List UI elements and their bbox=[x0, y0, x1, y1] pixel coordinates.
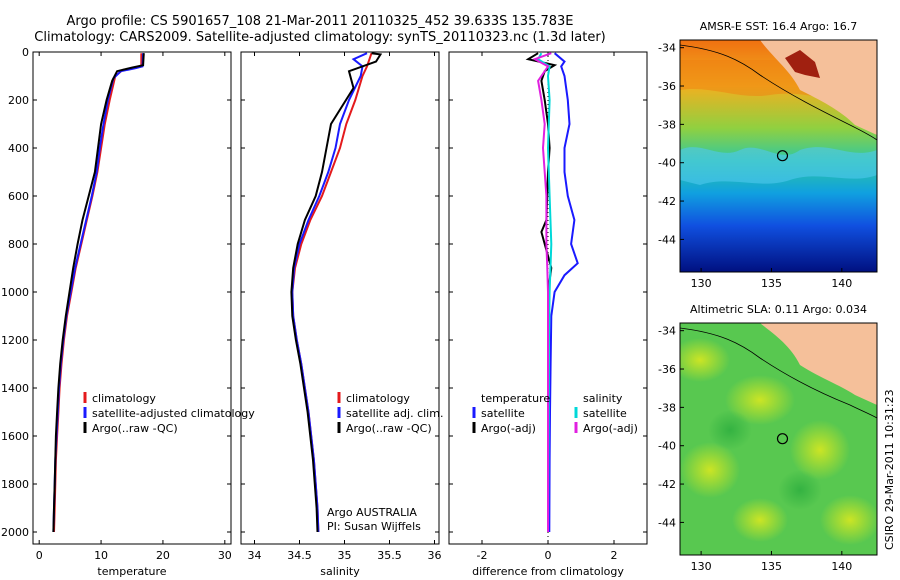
map-title: Altimetric SLA: 0.11 Argo: 0.034 bbox=[690, 303, 867, 316]
y-tick-label: -44 bbox=[658, 233, 676, 246]
argo-position-marker bbox=[776, 150, 789, 162]
profile-panel-3: -2 0 2 difference from climatology temperatu… bbox=[448, 51, 648, 578]
axes-frame bbox=[32, 51, 232, 545]
y-tick-label: 600 bbox=[8, 190, 29, 203]
y-tick-label: -38 bbox=[658, 401, 676, 414]
legend-label: satellite adj. clim. bbox=[346, 407, 443, 420]
profile-panel-2: 34 34.5 35 35.5 36 salinity climatology satelli… bbox=[240, 51, 443, 578]
map-title: AMSR-E SST: 16.4 Argo: 16.7 bbox=[700, 20, 858, 33]
y-tick-label: 1600 bbox=[1, 430, 29, 443]
profile-title: Argo profile: CS 5901657_108 21-Mar-2011… bbox=[66, 14, 574, 29]
x-tick-label: 34.5 bbox=[287, 549, 312, 562]
y-tick-label: 0 bbox=[22, 46, 29, 59]
y-tick-label: -36 bbox=[658, 80, 676, 93]
legend-label: Argo(-adj) bbox=[481, 422, 536, 435]
series-line-argo-raw-qc- bbox=[290, 52, 383, 533]
legend-label: satellite bbox=[481, 407, 525, 420]
x-tick-label: 0 bbox=[545, 549, 552, 562]
y-tick-label: 1200 bbox=[1, 334, 29, 347]
x-tick-label: 140 bbox=[831, 277, 852, 290]
map-frame bbox=[679, 39, 878, 273]
y-tick-label: 800 bbox=[8, 238, 29, 251]
series-line-temperature-argo-adj- bbox=[525, 52, 558, 532]
legend-label: Argo(-adj) bbox=[583, 422, 638, 435]
y-tick-label: 2000 bbox=[1, 526, 29, 539]
climatology-subtitle: Climatology: CARS2009. Satellite-adjuste… bbox=[34, 30, 606, 45]
x-axis-label: salinity bbox=[320, 565, 360, 578]
y-tick-label: -42 bbox=[658, 478, 676, 491]
map-frame bbox=[679, 322, 878, 556]
x-tick-label: 36 bbox=[428, 549, 442, 562]
x-tick-label: 2 bbox=[611, 549, 618, 562]
series-line-climatology bbox=[53, 53, 143, 533]
x-tick-label: 140 bbox=[831, 560, 852, 573]
timestamp-side-text: CSIRO 29-Mar-2011 10:31:23 bbox=[883, 389, 896, 550]
series-line-satellite-adj-clim- bbox=[291, 52, 368, 533]
legend: climatology satellite-adjusted climatolog… bbox=[83, 392, 255, 435]
legend-header: temperature bbox=[481, 392, 550, 405]
float-annotation: PI: Susan Wijffels bbox=[327, 520, 421, 533]
x-tick-label: 130 bbox=[691, 277, 712, 290]
x-tick-label: 35.5 bbox=[377, 549, 402, 562]
legend: temperature salinity satellite Argo(-adj) sa… bbox=[472, 392, 638, 435]
y-tick-label: 1800 bbox=[1, 478, 29, 491]
x-tick-label: 135 bbox=[761, 277, 782, 290]
legend-header: salinity bbox=[583, 392, 623, 405]
legend-label: Argo(..raw -QC) bbox=[92, 422, 178, 435]
x-axis-label: difference from climatology bbox=[472, 565, 624, 578]
y-tick-label: -40 bbox=[658, 157, 676, 170]
legend: climatology satellite adj. clim. Argo(..ra… bbox=[337, 392, 443, 435]
x-tick-label: 35 bbox=[338, 549, 352, 562]
x-tick-label: 20 bbox=[156, 549, 170, 562]
y-tick-label: -40 bbox=[658, 440, 676, 453]
x-tick-label: 0 bbox=[36, 549, 43, 562]
argo-position-marker bbox=[776, 433, 789, 445]
x-tick-label: 10 bbox=[94, 549, 108, 562]
series-line-climatology bbox=[291, 52, 373, 533]
y-tick-label: 400 bbox=[8, 142, 29, 155]
x-tick-label: -2 bbox=[477, 549, 488, 562]
sla-map-panel: Altimetric SLA: 0.11 Argo: 0.034 130 135 14… bbox=[658, 303, 878, 573]
x-tick-label: 135 bbox=[761, 560, 782, 573]
legend-label: climatology bbox=[92, 392, 156, 405]
x-tick-label: 34 bbox=[248, 549, 262, 562]
legend-label: satellite bbox=[583, 407, 627, 420]
y-tick-label: 1400 bbox=[1, 382, 29, 395]
y-tick-label: -34 bbox=[658, 325, 676, 338]
sla-map-image bbox=[680, 323, 877, 555]
legend-label: climatology bbox=[346, 392, 410, 405]
y-tick-label: -38 bbox=[658, 118, 676, 131]
legend-label: satellite-adjusted climatology bbox=[92, 407, 255, 420]
y-tick-label: 1000 bbox=[1, 286, 29, 299]
legend-label: Argo(..raw -QC) bbox=[346, 422, 432, 435]
x-tick-label: 130 bbox=[691, 560, 712, 573]
series-line-temperature-satellite bbox=[548, 52, 579, 533]
sst-map-panel: AMSR-E SST: 16.4 Argo: 16.7 130 135 140 -34 -… bbox=[658, 20, 878, 290]
sst-map-image bbox=[680, 40, 877, 272]
axes-frame bbox=[240, 51, 440, 545]
x-tick-label: 30 bbox=[218, 549, 232, 562]
y-tick-label: 200 bbox=[8, 94, 29, 107]
y-tick-label: -42 bbox=[658, 195, 676, 208]
series-line-satellite-adjusted-climatology bbox=[52, 53, 145, 533]
profile-panel-1: 0 10 20 30 0 200 400 600 800 1000 1200 1400 1600 1800… bbox=[1, 46, 255, 578]
float-annotation: Argo AUSTRALIA bbox=[327, 506, 417, 519]
series-line-salinity-argo-adj- bbox=[532, 52, 552, 532]
y-tick-label: -44 bbox=[658, 516, 676, 529]
y-tick-label: -34 bbox=[658, 42, 676, 55]
y-tick-label: -36 bbox=[658, 363, 676, 376]
x-axis-label: temperature bbox=[97, 565, 166, 578]
series-line-argo-raw-qc- bbox=[52, 53, 145, 533]
